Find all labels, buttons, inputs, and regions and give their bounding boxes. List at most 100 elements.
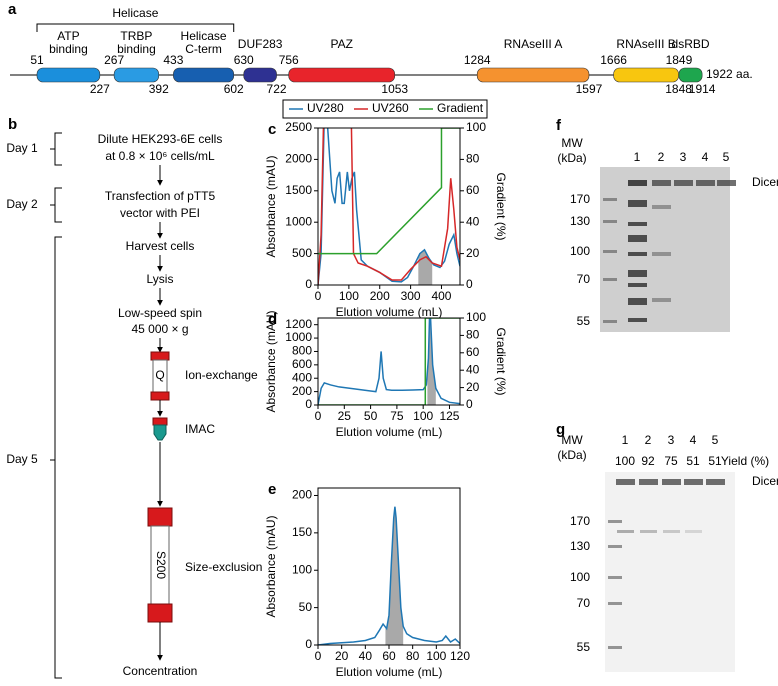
yield-title: Yield (%) — [721, 454, 769, 468]
residue-label: 1849 — [666, 53, 693, 67]
domain-name: RNAseIII B — [616, 37, 675, 51]
residue-label: 1597 — [576, 82, 603, 96]
bracket — [50, 132, 62, 166]
y-tick-label: 200 — [292, 384, 312, 398]
band-label: Dicer — [752, 175, 778, 189]
domain — [613, 67, 679, 83]
legend-label: UV280 — [307, 101, 344, 115]
x-tick-label: 120 — [450, 649, 470, 663]
marker-label: 130 — [570, 214, 590, 228]
panel-label: f — [556, 117, 562, 134]
band — [628, 252, 647, 256]
band — [640, 530, 657, 533]
column-body — [153, 424, 167, 441]
band-label: Dicer — [752, 474, 778, 488]
band — [628, 283, 647, 287]
band — [639, 479, 658, 485]
lane-label: 2 — [658, 150, 665, 164]
y2-tick-label: 60 — [466, 345, 480, 359]
domain — [476, 67, 590, 83]
mw-label: (kDa) — [557, 448, 586, 462]
ladder-band — [603, 198, 617, 201]
y-tick-label: 0 — [305, 397, 312, 411]
band — [674, 180, 693, 186]
y-tick-label: 1000 — [285, 330, 312, 344]
x-tick-label: 400 — [431, 289, 451, 303]
residue-label: 1848 — [665, 82, 692, 96]
bracket — [50, 187, 62, 223]
residue-label: 51 — [30, 53, 44, 67]
domain-name: binding — [49, 42, 88, 56]
marker-label: 55 — [577, 640, 591, 654]
bracket — [50, 236, 62, 679]
x-tick-label: 60 — [382, 649, 396, 663]
column-cap — [150, 351, 170, 361]
step-label: Transfection of pTT5 — [105, 189, 216, 203]
y-tick-label: 400 — [292, 370, 312, 384]
band — [684, 479, 703, 485]
yield-label: 51 — [708, 454, 722, 468]
ladder-band — [603, 320, 617, 323]
marker-label: 130 — [570, 539, 590, 553]
group-label: Helicase — [112, 6, 158, 20]
group-bracket — [36, 23, 235, 32]
band — [717, 180, 736, 186]
series-line — [318, 128, 460, 255]
domain — [113, 67, 160, 83]
y-tick-label: 50 — [299, 600, 313, 614]
domain-name: ATP — [57, 29, 79, 43]
yield-label: 51 — [686, 454, 700, 468]
series-line — [318, 318, 460, 405]
y-tick-label: 2000 — [285, 152, 312, 166]
y-tick-label: 150 — [292, 525, 312, 539]
x-axis-label: Elution volume (mL) — [336, 305, 443, 319]
band — [663, 530, 680, 533]
band — [685, 530, 702, 533]
day-label: Day 5 — [6, 452, 38, 466]
domain-name: C-term — [185, 42, 222, 56]
gel — [600, 167, 730, 332]
series-line — [318, 506, 460, 645]
yield-label: 75 — [664, 454, 678, 468]
x-tick-label: 75 — [390, 409, 404, 423]
y-tick-label: 200 — [292, 488, 312, 502]
panel-label: a — [8, 1, 17, 18]
y-tick-label: 2500 — [285, 120, 312, 134]
flowchart-shapes — [50, 132, 173, 679]
band — [628, 270, 647, 277]
domain-name: binding — [117, 42, 156, 56]
plot-frame — [317, 127, 461, 286]
column-label: S200 — [154, 551, 168, 579]
y-tick-label: 600 — [292, 357, 312, 371]
band — [706, 479, 725, 485]
panel-label: e — [268, 481, 276, 498]
residue-label: 1666 — [600, 53, 627, 67]
x-tick-label: 125 — [439, 409, 459, 423]
domain — [678, 67, 703, 83]
band — [628, 180, 647, 186]
marker-label: 170 — [570, 514, 590, 528]
domain — [243, 67, 277, 83]
mw-label: MW — [561, 136, 583, 150]
series-line — [318, 128, 460, 285]
y2-axis-label: Gradient (%) — [494, 327, 508, 395]
y2-tick-label: 0 — [466, 277, 473, 291]
y-axis-label: Absorbance (mAU) — [264, 155, 278, 257]
lane-label: 4 — [702, 150, 709, 164]
legend-label: UV260 — [372, 101, 409, 115]
ladder-band — [603, 250, 617, 253]
domain — [36, 67, 101, 83]
band — [652, 298, 671, 302]
lane-label: 3 — [680, 150, 687, 164]
lane-label: 5 — [712, 433, 719, 447]
yield-label: 92 — [641, 454, 655, 468]
x-axis-label: Elution volume (mL) — [336, 425, 443, 439]
x-tick-label: 20 — [335, 649, 349, 663]
legend-label: Gradient — [437, 101, 484, 115]
x-tick-label: 0 — [315, 649, 322, 663]
plot-frame — [317, 317, 461, 406]
step-label: Low-speed spin — [118, 306, 202, 320]
residue-label: 433 — [163, 53, 183, 67]
y-tick-label: 1000 — [285, 214, 312, 228]
